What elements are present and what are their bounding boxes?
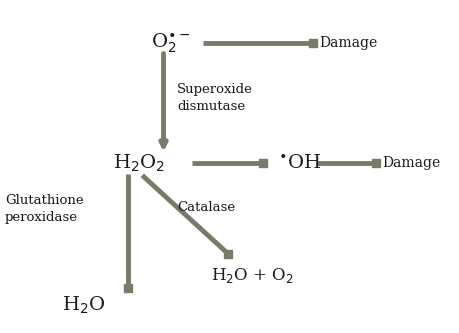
Text: Damage: Damage bbox=[382, 156, 441, 170]
Text: $^{\bullet}$OH: $^{\bullet}$OH bbox=[278, 154, 321, 172]
Text: Damage: Damage bbox=[320, 36, 378, 50]
Text: H$_2$O: H$_2$O bbox=[62, 294, 105, 315]
Text: O$_2^{\bullet-}$: O$_2^{\bullet-}$ bbox=[151, 32, 190, 56]
Text: H$_2$O + O$_2$: H$_2$O + O$_2$ bbox=[211, 266, 294, 285]
Text: H$_2$O$_2$: H$_2$O$_2$ bbox=[113, 153, 165, 174]
Text: Superoxide
dismutase: Superoxide dismutase bbox=[177, 83, 253, 113]
Text: Glutathione
peroxidase: Glutathione peroxidase bbox=[5, 194, 84, 224]
Text: Catalase: Catalase bbox=[177, 201, 235, 214]
